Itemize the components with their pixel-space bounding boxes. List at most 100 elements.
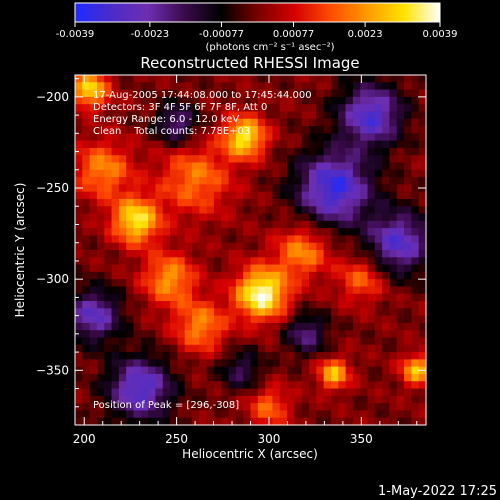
heatmap-cell	[82, 344, 91, 353]
heatmap-cell	[257, 257, 266, 266]
heatmap-cell	[360, 286, 369, 295]
heatmap-cell	[148, 89, 157, 98]
heatmap-cell	[96, 75, 105, 83]
heatmap-cell	[309, 228, 317, 237]
heatmap-cell	[140, 301, 149, 309]
heatmap-cell	[411, 315, 420, 324]
heatmap-cell	[374, 118, 383, 127]
heatmap-cell	[155, 118, 164, 127]
heatmap-cell	[330, 315, 339, 324]
heatmap-cell	[250, 388, 259, 397]
heatmap-cell	[338, 89, 347, 98]
heatmap-cell	[389, 75, 398, 83]
heatmap-cell	[352, 133, 361, 142]
heatmap-cell	[257, 89, 266, 98]
heatmap-cell	[184, 293, 193, 302]
heatmap-cell	[404, 155, 412, 164]
heatmap-cell	[279, 140, 288, 149]
heatmap-cell	[330, 133, 339, 142]
heatmap-cell	[382, 257, 391, 266]
heatmap-cell	[250, 322, 259, 331]
heatmap-cell	[243, 257, 252, 266]
heatmap-cell	[404, 286, 412, 295]
heatmap-cell	[345, 147, 354, 156]
heatmap-cell	[309, 177, 317, 185]
heatmap-cell	[316, 140, 325, 149]
heatmap-cell	[104, 191, 113, 200]
heatmap-cell	[118, 242, 127, 251]
heatmap-cell	[250, 147, 259, 156]
heatmap-cell	[330, 162, 339, 171]
heatmap-cell	[316, 133, 325, 142]
heatmap-cell	[96, 206, 105, 215]
heatmap-cell	[367, 162, 376, 171]
heatmap-cell	[221, 169, 230, 178]
heatmap-cell	[411, 96, 420, 105]
heatmap-cell	[265, 104, 274, 113]
heatmap-cell	[352, 286, 361, 295]
heatmap-cell	[82, 89, 91, 98]
heatmap-cell	[301, 315, 310, 324]
heatmap-cell	[213, 133, 222, 142]
heatmap-cell	[148, 330, 157, 339]
heatmap-cell	[192, 279, 200, 288]
heatmap-cell	[338, 330, 347, 339]
heatmap-cell	[323, 213, 332, 222]
heatmap-cell	[118, 388, 127, 397]
heatmap-cell	[316, 308, 325, 317]
heatmap-cell	[89, 96, 98, 105]
heatmap-cell	[374, 359, 383, 368]
heatmap-cell	[243, 75, 252, 83]
heatmap-cell	[75, 206, 83, 215]
heatmap-cell	[89, 147, 98, 156]
heatmap-cell	[213, 359, 222, 368]
heatmap-cell	[316, 242, 325, 251]
heatmap-cell	[389, 388, 398, 397]
heatmap-cell	[170, 293, 178, 302]
heatmap-cell	[155, 337, 164, 346]
heatmap-cell	[309, 206, 317, 215]
heatmap-cell	[367, 286, 376, 295]
heatmap-cell	[148, 75, 157, 83]
heatmap-cell	[82, 301, 91, 309]
heatmap-cell	[213, 162, 222, 171]
heatmap-cell	[352, 242, 361, 251]
heatmap-cell	[411, 155, 420, 164]
heatmap-cell	[404, 337, 412, 346]
heatmap-cell	[330, 410, 339, 419]
heatmap-cell	[367, 352, 376, 360]
heatmap-cell	[126, 403, 135, 412]
heatmap-cell	[118, 118, 127, 127]
heatmap-cell	[155, 228, 164, 237]
heatmap-cell	[287, 381, 295, 390]
heatmap-cell	[140, 257, 149, 266]
heatmap-cell	[272, 220, 281, 229]
heatmap-cell	[389, 140, 398, 149]
heatmap-cell	[126, 264, 135, 273]
heatmap-cell	[206, 126, 215, 134]
heatmap-cell	[213, 126, 222, 134]
heatmap-cell	[111, 264, 120, 273]
heatmap-cell	[265, 271, 274, 280]
heatmap-cell	[279, 286, 288, 295]
heatmap-cell	[360, 250, 369, 258]
heatmap-cell	[382, 235, 391, 244]
heatmap-cell	[75, 162, 83, 171]
heatmap-cell	[374, 352, 383, 360]
heatmap-cell	[170, 75, 178, 83]
heatmap-cell	[206, 191, 215, 200]
heatmap-cell	[250, 344, 259, 353]
heatmap-cell	[162, 104, 171, 113]
heatmap-cell	[96, 410, 105, 419]
heatmap-cell	[418, 279, 427, 288]
heatmap-cell	[418, 220, 427, 229]
heatmap-cell	[155, 242, 164, 251]
heatmap-cell	[118, 417, 127, 426]
heatmap-cell	[89, 330, 98, 339]
heatmap-cell	[199, 410, 208, 419]
heatmap-cell	[316, 177, 325, 185]
heatmap-cell	[162, 301, 171, 309]
heatmap-cell	[111, 198, 120, 207]
y-tick-label: −250	[36, 181, 69, 195]
heatmap-cell	[352, 75, 361, 83]
